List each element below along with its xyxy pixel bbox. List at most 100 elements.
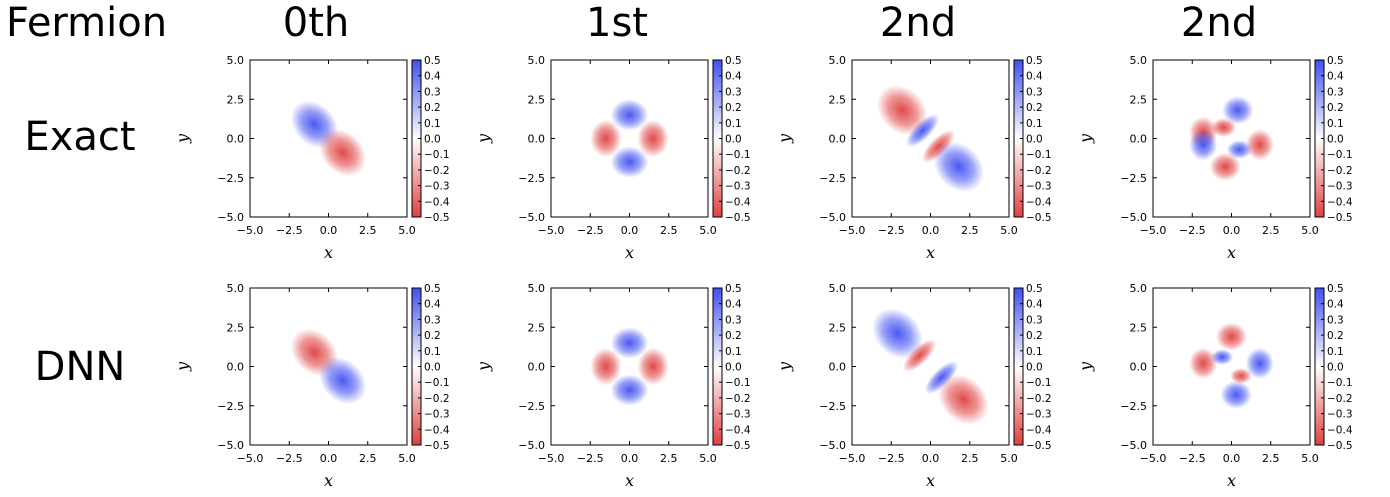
colorbar-tick-label: 0.3 xyxy=(725,86,742,98)
colorbar-tick-label: 0.2 xyxy=(1327,330,1344,342)
colorbar-tick-label: 0.1 xyxy=(1327,118,1344,130)
colorbar-tick-label: −0.1 xyxy=(725,149,751,161)
y-tick-label: 2.5 xyxy=(227,93,245,106)
x-tick-label: 2.5 xyxy=(1262,452,1280,465)
y-tick-label: 2.5 xyxy=(227,321,245,334)
x-tick-label: 2.5 xyxy=(359,224,377,237)
colorbar-tick-label: −0.1 xyxy=(1327,377,1353,389)
positive-lobe xyxy=(905,113,940,148)
colorbar-tick-label: −0.4 xyxy=(1026,196,1052,208)
colorbar-tick-label: −0.3 xyxy=(1026,181,1052,193)
colorbar-tick-label: −0.2 xyxy=(424,165,450,177)
colorbar-tick-label: 0.4 xyxy=(1026,71,1043,83)
x-tick-label: 5.0 xyxy=(699,224,717,237)
colorbar-tick-label: −0.3 xyxy=(725,409,751,421)
negative-lobe xyxy=(590,347,622,386)
colorbar-tick-label: 0.5 xyxy=(725,283,742,295)
y-tick-label: 5.0 xyxy=(227,54,245,67)
colorbar-tick-label: −0.2 xyxy=(725,393,751,405)
y-tick-label: 2.5 xyxy=(528,321,546,334)
y-tick-label: 2.5 xyxy=(1130,93,1148,106)
x-tick-label: −2.5 xyxy=(1179,224,1206,237)
colorbar-tick-label: 0.5 xyxy=(1327,283,1344,295)
colorbar-tick-label: −0.3 xyxy=(1327,181,1353,193)
negative-lobe xyxy=(1209,152,1241,181)
positive-lobe xyxy=(610,327,649,359)
colorbar-tick-label: −0.2 xyxy=(725,165,751,177)
negative-lobe xyxy=(318,128,367,177)
x-tick-label: −5.0 xyxy=(237,224,264,237)
positive-lobe xyxy=(1226,140,1252,159)
x-axis-label: x xyxy=(625,243,634,262)
colorbar-tick-label: 0.4 xyxy=(424,299,441,311)
x-tick-label: 0.0 xyxy=(1223,224,1241,237)
colorbar-tick-label: −0.4 xyxy=(725,424,751,436)
colorbar-tick-label: 0.1 xyxy=(424,346,441,358)
x-tick-label: −5.0 xyxy=(1140,452,1167,465)
column-header: 2nd xyxy=(1181,0,1257,46)
y-tick-label: 0.0 xyxy=(227,361,245,374)
positive-lobe xyxy=(872,308,923,359)
colorbar-tick-label: −0.2 xyxy=(424,393,450,405)
colorbar-tick-label: 0.2 xyxy=(1026,330,1043,342)
colorbar-tick-label: 0.1 xyxy=(1327,346,1344,358)
colorbar-tick-label: −0.4 xyxy=(1026,424,1052,436)
column-header: 0th xyxy=(283,0,349,46)
y-tick-label: −5.0 xyxy=(518,211,545,224)
colorbar-tick-label: 0.4 xyxy=(1327,71,1344,83)
plot-background xyxy=(852,288,1009,445)
y-tick-label: −5.0 xyxy=(819,439,846,452)
y-tick-label: −5.0 xyxy=(217,211,244,224)
y-axis-label: y xyxy=(775,133,794,144)
colorbar-tick-label: −0.3 xyxy=(1327,409,1353,421)
colorbar-tick-label: −0.2 xyxy=(1327,165,1353,177)
positive-lobe xyxy=(610,99,649,131)
x-tick-label: −5.0 xyxy=(237,452,264,465)
y-tick-label: −5.0 xyxy=(518,439,545,452)
colorbar-tick-label: −0.1 xyxy=(424,149,450,161)
colorbar-tick-label: 0.2 xyxy=(1327,102,1344,114)
x-tick-label: 0.0 xyxy=(1223,452,1241,465)
x-tick-label: −5.0 xyxy=(538,452,565,465)
x-axis-label: x xyxy=(625,471,634,490)
negative-lobe xyxy=(590,119,622,158)
y-tick-label: −5.0 xyxy=(1120,439,1147,452)
colorbar-tick-label: 0.0 xyxy=(1026,362,1043,374)
x-tick-label: −5.0 xyxy=(538,224,565,237)
x-tick-label: 2.5 xyxy=(660,452,678,465)
x-tick-label: 2.5 xyxy=(961,452,979,465)
colorbar-tick-label: 0.2 xyxy=(424,330,441,342)
heatmap-field xyxy=(590,99,669,178)
colorbar-tick-label: −0.3 xyxy=(424,409,450,421)
colorbar-tick-label: 0.5 xyxy=(424,283,441,295)
y-tick-label: 5.0 xyxy=(528,54,546,67)
y-tick-label: −2.5 xyxy=(217,172,244,185)
colorbar-tick-label: −0.4 xyxy=(1327,196,1353,208)
colorbar-tick-label: 0.3 xyxy=(424,314,441,326)
heatmap-field xyxy=(1189,96,1274,181)
negative-lobe xyxy=(921,129,956,164)
y-tick-label: 5.0 xyxy=(829,54,847,67)
x-tick-label: 2.5 xyxy=(1262,224,1280,237)
heatmap-panel: −5.0 −2.5 0.0 2.5 5.0 −5.0 −2.5 0.0 2.5 5.0 x y −0.5… xyxy=(1076,54,1353,262)
colorbar-tick-label: −0.3 xyxy=(424,181,450,193)
corner-label: Fermion xyxy=(6,0,167,46)
x-tick-label: 5.0 xyxy=(398,224,416,237)
colorbar-tick-label: −0.5 xyxy=(424,440,450,452)
colorbar-tick-label: −0.4 xyxy=(424,196,450,208)
heatmap-field xyxy=(876,84,985,193)
y-axis-label: y xyxy=(173,361,192,372)
positive-lobe xyxy=(1245,347,1274,380)
x-tick-label: −5.0 xyxy=(1140,224,1167,237)
x-tick-label: 2.5 xyxy=(660,224,678,237)
heatmap-field xyxy=(1189,322,1274,409)
row-headers: Exact DNN xyxy=(24,114,135,390)
y-axis-label: y xyxy=(173,133,192,144)
x-tick-label: 0.0 xyxy=(621,224,639,237)
negative-lobe xyxy=(1229,368,1252,384)
x-tick-label: 0.0 xyxy=(922,452,940,465)
y-axis-label: y xyxy=(474,361,493,372)
row-header: DNN xyxy=(35,344,126,390)
column-headers: 0th 1st 2nd 2nd xyxy=(283,0,1257,46)
x-tick-label: −2.5 xyxy=(276,452,303,465)
